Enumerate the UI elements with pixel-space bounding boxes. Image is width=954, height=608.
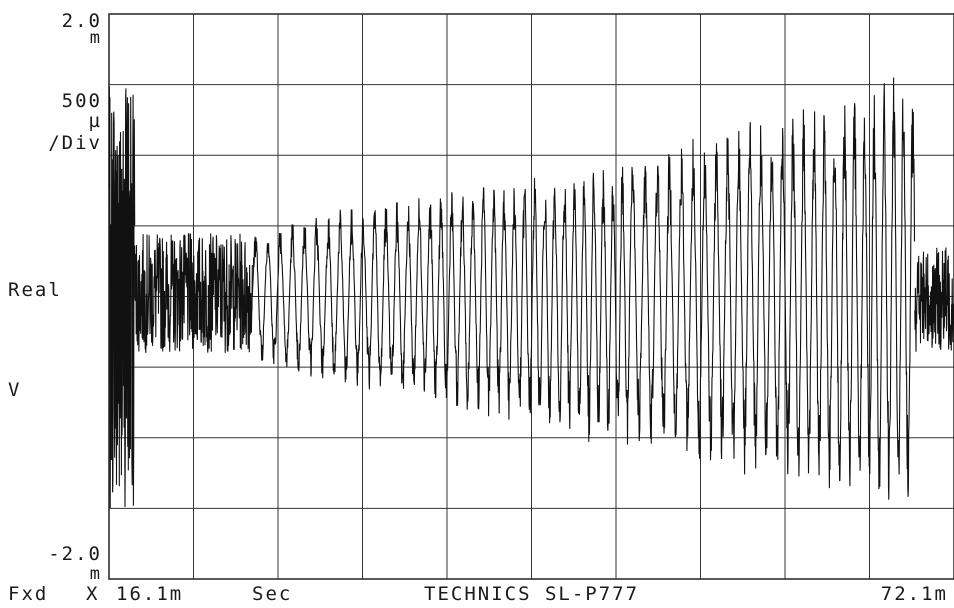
- y-top-unit: m: [89, 28, 102, 48]
- trace-segment-burst-0: [108, 86, 136, 509]
- x-axis-letter: X: [86, 583, 100, 605]
- x-end-value: 72.1m: [880, 583, 948, 605]
- x-unit-label: Sec: [252, 583, 293, 605]
- x-start-value: 16.1m: [116, 583, 184, 605]
- y-scale-value: 500: [61, 90, 102, 112]
- y-scale-suffix: /Div: [48, 132, 102, 154]
- x-mode-label: Fxd: [8, 583, 49, 605]
- y-unit-label: V: [8, 379, 22, 401]
- y-top-value: 2.0: [61, 10, 102, 32]
- y-bottom-value: -2.0: [48, 543, 102, 565]
- y-quantity-label: Real: [8, 279, 62, 301]
- grid-lines: [109, 14, 954, 579]
- trace-segment-noise-4: [914, 247, 954, 352]
- y-scale-unit: µ: [88, 110, 102, 132]
- trace-segment-noise-1: [134, 233, 253, 353]
- instrument-label: TECHNICS SL-P777: [424, 583, 640, 605]
- y-bottom-unit: m: [89, 564, 102, 584]
- trace-segment-swept_sine-3: [629, 77, 916, 500]
- signal-trace: [108, 77, 954, 509]
- trace-segment-swept_sine-2: [251, 166, 631, 445]
